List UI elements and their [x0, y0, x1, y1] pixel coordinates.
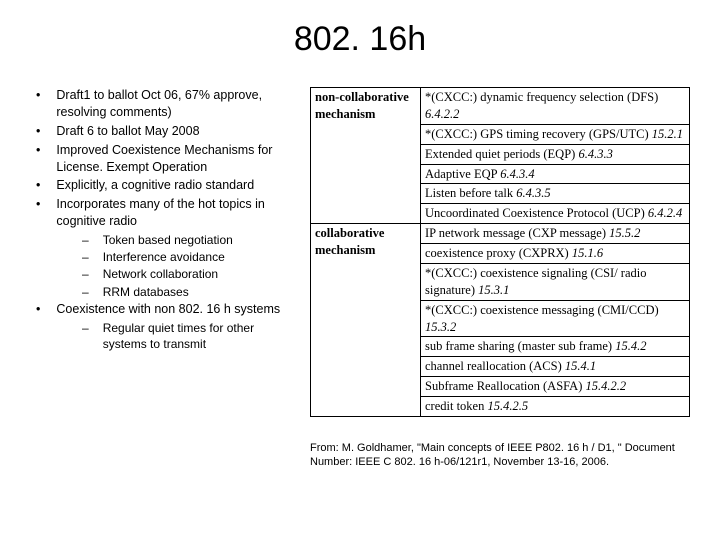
mech-ref: 6.4.3.4	[500, 167, 534, 181]
slide-title: 802. 16h	[30, 20, 690, 59]
mech-cell: channel reallocation (ACS) 15.4.1	[421, 357, 690, 377]
mech-ref: 15.4.1	[565, 359, 596, 373]
label-line1: collaborative	[315, 226, 384, 240]
mech-cell: IP network message (CXP message) 15.5.2	[421, 224, 690, 244]
label-line1: non-collaborative	[315, 90, 409, 104]
mech-cell: Subframe Reallocation (ASFA) 15.4.2.2	[421, 377, 690, 397]
citation: From: M. Goldhamer, "Main concepts of IE…	[310, 441, 690, 470]
mech-text: channel reallocation (ACS)	[425, 359, 562, 373]
mech-cell: *(CXCC:) GPS timing recovery (GPS/UTC) 1…	[421, 124, 690, 144]
mech-cell: Adaptive EQP 6.4.3.4	[421, 164, 690, 184]
mech-ref: 15.2.1	[652, 127, 683, 141]
main-bullets: Draft1 to ballot Oct 06, 67% approve, re…	[30, 87, 290, 230]
right-column: non-collaborative mechanism *(CXCC:) dyn…	[310, 87, 690, 469]
mech-text: *(CXCC:) coexistence messaging (CMI/CCD)	[425, 303, 659, 317]
mech-text: Subframe Reallocation (ASFA)	[425, 379, 582, 393]
mech-cell: *(CXCC:) dynamic frequency selection (DF…	[421, 88, 690, 125]
bullet-text: Explicitly, a cognitive radio standard	[56, 177, 254, 194]
mech-ref: 6.4.3.3	[578, 147, 612, 161]
sub-bullet-item: Network collaboration	[82, 266, 290, 282]
row-label-noncollab: non-collaborative mechanism	[311, 88, 421, 224]
mech-text: Uncoordinated Coexistence Protocol (UCP)	[425, 206, 645, 220]
mech-ref: 15.4.2.2	[586, 379, 627, 393]
mech-cell: Extended quiet periods (EQP) 6.4.3.3	[421, 144, 690, 164]
mech-ref: 15.4.2.5	[487, 399, 528, 413]
mech-text: *(CXCC:) coexistence signaling (CSI/ rad…	[425, 266, 647, 297]
mech-cell: *(CXCC:) coexistence messaging (CMI/CCD)…	[421, 300, 690, 337]
bullet-text: Draft 6 to ballot May 2008	[56, 123, 199, 140]
mech-text: Listen before talk	[425, 186, 513, 200]
bullet-item: Incorporates many of the hot topics in c…	[30, 196, 290, 230]
bullet-text: Incorporates many of the hot topics in c…	[56, 196, 290, 230]
sub-bullet-text: Regular quiet times for other systems to…	[103, 320, 290, 352]
bullet-item: Improved Coexistence Mechanisms for Lice…	[30, 142, 290, 176]
mech-cell: credit token 15.4.2.5	[421, 397, 690, 417]
mech-text: Extended quiet periods (EQP)	[425, 147, 575, 161]
mech-ref: 6.4.2.4	[648, 206, 682, 220]
mech-text: sub frame sharing (master sub frame)	[425, 339, 612, 353]
mech-ref: 15.4.2	[615, 339, 646, 353]
sub-bullet-item: Regular quiet times for other systems to…	[82, 320, 290, 352]
sub-bullet-text: Interference avoidance	[103, 249, 225, 265]
table-row: collaborative mechanism IP network messa…	[311, 224, 690, 244]
content-row: Draft1 to ballot Oct 06, 67% approve, re…	[30, 87, 690, 469]
sub-bullet-item: Token based negotiation	[82, 232, 290, 248]
mech-text: coexistence proxy (CXPRX)	[425, 246, 569, 260]
mech-text: credit token	[425, 399, 484, 413]
mech-cell: Listen before talk 6.4.3.5	[421, 184, 690, 204]
mech-text: *(CXCC:) GPS timing recovery (GPS/UTC)	[425, 127, 649, 141]
sub-bullet-text: RRM databases	[103, 284, 189, 300]
sub-bullet-item: RRM databases	[82, 284, 290, 300]
mech-cell: *(CXCC:) coexistence signaling (CSI/ rad…	[421, 263, 690, 300]
label-line2: mechanism	[315, 243, 375, 257]
mech-ref: 15.3.1	[478, 283, 509, 297]
sub-bullet-text: Token based negotiation	[103, 232, 233, 248]
bullet-item: Draft 6 to ballot May 2008	[30, 123, 290, 140]
mech-cell: sub frame sharing (master sub frame) 15.…	[421, 337, 690, 357]
mechanism-table: non-collaborative mechanism *(CXCC:) dyn…	[310, 87, 690, 417]
sub-bullet-item: Interference avoidance	[82, 249, 290, 265]
bullet-text: Coexistence with non 802. 16 h systems	[56, 301, 280, 318]
mech-ref: 15.1.6	[572, 246, 603, 260]
mech-cell: Uncoordinated Coexistence Protocol (UCP)…	[421, 204, 690, 224]
left-column: Draft1 to ballot Oct 06, 67% approve, re…	[30, 87, 290, 469]
bullet-item: Explicitly, a cognitive radio standard	[30, 177, 290, 194]
mech-ref: 6.4.2.2	[425, 107, 459, 121]
table-row: non-collaborative mechanism *(CXCC:) dyn…	[311, 88, 690, 125]
sub-bullet-text: Network collaboration	[103, 266, 218, 282]
main-bullets-2: Coexistence with non 802. 16 h systems	[30, 301, 290, 318]
sub-bullets-1: Token based negotiation Interference avo…	[30, 232, 290, 300]
bullet-item: Draft1 to ballot Oct 06, 67% approve, re…	[30, 87, 290, 121]
mech-ref: 6.4.3.5	[516, 186, 550, 200]
mech-cell: coexistence proxy (CXPRX) 15.1.6	[421, 244, 690, 264]
mech-ref: 15.5.2	[609, 226, 640, 240]
mech-ref: 15.3.2	[425, 320, 456, 334]
label-line2: mechanism	[315, 107, 375, 121]
mech-text: Adaptive EQP	[425, 167, 497, 181]
bullet-text: Improved Coexistence Mechanisms for Lice…	[56, 142, 290, 176]
mech-text: *(CXCC:) dynamic frequency selection (DF…	[425, 90, 658, 104]
sub-bullets-2: Regular quiet times for other systems to…	[30, 320, 290, 352]
bullet-item: Coexistence with non 802. 16 h systems	[30, 301, 290, 318]
row-label-collab: collaborative mechanism	[311, 224, 421, 417]
bullet-text: Draft1 to ballot Oct 06, 67% approve, re…	[56, 87, 290, 121]
mech-text: IP network message (CXP message)	[425, 226, 606, 240]
